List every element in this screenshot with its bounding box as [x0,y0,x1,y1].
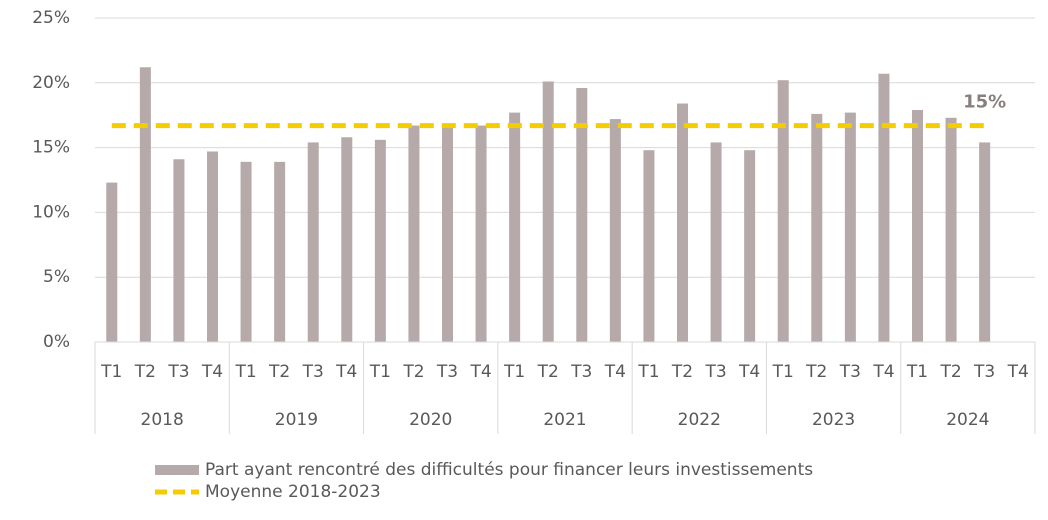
x-tick-label: T2 [805,362,827,382]
bar [341,137,353,342]
y-tick-label: 10% [32,202,70,222]
x-tick-label: T2 [537,362,559,382]
bar [979,142,991,342]
x-tick-label: T1 [772,362,794,382]
y-tick-label: 15% [32,138,70,158]
bar [777,80,789,342]
bar [106,182,118,342]
legend-label: Part ayant rencontré des difficultés pou… [205,460,813,480]
x-tick-label: T2 [939,362,961,382]
x-tick-label: T1 [234,362,256,382]
x-tick-label: T3 [704,362,726,382]
x-group-label: 2022 [678,410,721,430]
bar [844,112,856,342]
x-tick-label: T4 [604,362,626,382]
x-tick-label: T3 [839,362,861,382]
x-tick-label: T4 [738,362,760,382]
bar [475,125,487,343]
x-tick-label: T4 [1007,362,1029,382]
y-tick-label: 25% [32,8,70,28]
annotation: 15% [963,92,1006,113]
x-tick-label: T2 [268,362,290,382]
bar [878,73,890,342]
y-tick-label: 20% [32,73,70,93]
x-tick-label: T2 [134,362,156,382]
x-group-label: 2018 [141,410,184,430]
bar [609,119,621,342]
x-tick-label: T3 [302,362,324,382]
x-tick-label: T2 [671,362,693,382]
legend-swatch [155,465,199,475]
bar [677,103,688,342]
x-group-label: 2024 [946,410,989,430]
y-tick-label: 5% [43,267,70,287]
x-tick-label: T1 [503,362,525,382]
bar [307,142,319,342]
legend-label: Moyenne 2018-2023 [205,482,381,502]
bar [442,125,453,343]
bar [173,159,185,342]
bar [912,110,923,343]
x-tick-label: T4 [201,362,223,382]
x-tick-label: T4 [335,362,357,382]
x-group-label: 2023 [812,410,855,430]
x-tick-label: T3 [973,362,995,382]
bar [374,139,386,342]
bar [509,112,521,342]
bar [274,161,286,342]
bar [710,142,722,342]
x-tick-label: T4 [469,362,491,382]
x-tick-label: T3 [167,362,189,382]
x-tick-label: T1 [100,362,122,382]
x-tick-label: T1 [906,362,928,382]
bar [576,87,588,342]
bar [811,113,823,343]
x-tick-label: T1 [637,362,659,382]
x-tick-label: T3 [570,362,592,382]
bar [408,125,420,343]
x-group-label: 2020 [409,410,452,430]
bar [240,161,252,342]
bar [744,150,756,342]
y-tick-label: 0% [43,332,70,352]
x-group-label: 2021 [543,410,586,430]
x-tick-label: T3 [436,362,458,382]
x-tick-label: T1 [369,362,391,382]
bar [139,67,151,343]
bar [542,81,554,342]
x-tick-label: T4 [872,362,894,382]
bar [207,151,218,342]
bar [643,150,655,342]
x-group-label: 2019 [275,410,318,430]
x-tick-label: T2 [402,362,424,382]
bar [945,117,957,343]
